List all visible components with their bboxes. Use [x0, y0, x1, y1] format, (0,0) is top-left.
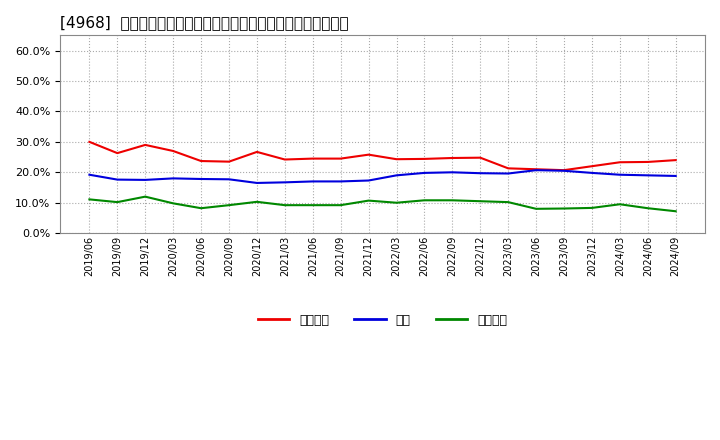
売上債権 — [281, 157, 289, 162]
買入債務 — [308, 202, 317, 208]
買入債務 — [504, 199, 513, 205]
Text: [4968]  売上債権、在庫、買入債務の総資産に対する比率の推移: [4968] 売上債権、在庫、買入債務の総資産に対する比率の推移 — [60, 15, 348, 30]
売上債権 — [616, 160, 624, 165]
買入債務 — [588, 205, 596, 211]
買入債務 — [448, 198, 456, 203]
売上債権 — [504, 166, 513, 171]
売上債権 — [364, 152, 373, 157]
買入債務 — [141, 194, 150, 199]
在庫 — [392, 173, 401, 178]
売上債権 — [644, 159, 652, 165]
売上債権 — [588, 164, 596, 169]
売上債権 — [559, 168, 568, 173]
買入債務 — [671, 209, 680, 214]
在庫 — [225, 176, 233, 182]
買入債務 — [532, 206, 541, 212]
在庫 — [476, 171, 485, 176]
売上債権 — [225, 159, 233, 164]
在庫 — [113, 177, 122, 182]
買入債務 — [364, 198, 373, 203]
売上債権 — [532, 167, 541, 172]
売上債権 — [476, 155, 485, 160]
買入債務 — [336, 202, 345, 208]
在庫 — [448, 170, 456, 175]
在庫 — [420, 170, 428, 176]
売上債権 — [336, 156, 345, 161]
買入債務 — [85, 197, 94, 202]
買入債務 — [281, 202, 289, 208]
在庫 — [559, 168, 568, 173]
買入債務 — [476, 198, 485, 204]
売上債権 — [169, 148, 178, 154]
在庫 — [281, 180, 289, 185]
在庫 — [253, 180, 261, 186]
売上債権 — [141, 142, 150, 147]
在庫 — [308, 179, 317, 184]
在庫 — [616, 172, 624, 177]
売上債権 — [85, 139, 94, 144]
売上債権 — [448, 155, 456, 161]
在庫 — [336, 179, 345, 184]
売上債権 — [671, 158, 680, 163]
在庫 — [644, 173, 652, 178]
在庫 — [504, 171, 513, 176]
買入債務 — [197, 205, 205, 211]
在庫 — [364, 178, 373, 183]
買入債務 — [113, 199, 122, 205]
Line: 買入債務: 買入債務 — [89, 197, 675, 211]
買入債務 — [616, 202, 624, 207]
買入債務 — [392, 200, 401, 205]
売上債権 — [420, 156, 428, 161]
買入債務 — [169, 201, 178, 206]
在庫 — [671, 173, 680, 179]
買入債務 — [253, 199, 261, 205]
Line: 売上債権: 売上債権 — [89, 142, 675, 170]
在庫 — [532, 168, 541, 173]
売上債権 — [308, 156, 317, 161]
在庫 — [85, 172, 94, 177]
在庫 — [169, 176, 178, 181]
買入債務 — [420, 198, 428, 203]
売上債権 — [392, 157, 401, 162]
買入債務 — [559, 206, 568, 211]
売上債権 — [197, 158, 205, 164]
Line: 在庫: 在庫 — [89, 170, 675, 183]
売上債権 — [113, 150, 122, 156]
Legend: 売上債権, 在庫, 買入債務: 売上債権, 在庫, 買入債務 — [253, 309, 512, 332]
買入債務 — [644, 205, 652, 211]
在庫 — [141, 177, 150, 183]
売上債権 — [253, 149, 261, 154]
在庫 — [588, 170, 596, 176]
買入債務 — [225, 202, 233, 208]
在庫 — [197, 176, 205, 182]
